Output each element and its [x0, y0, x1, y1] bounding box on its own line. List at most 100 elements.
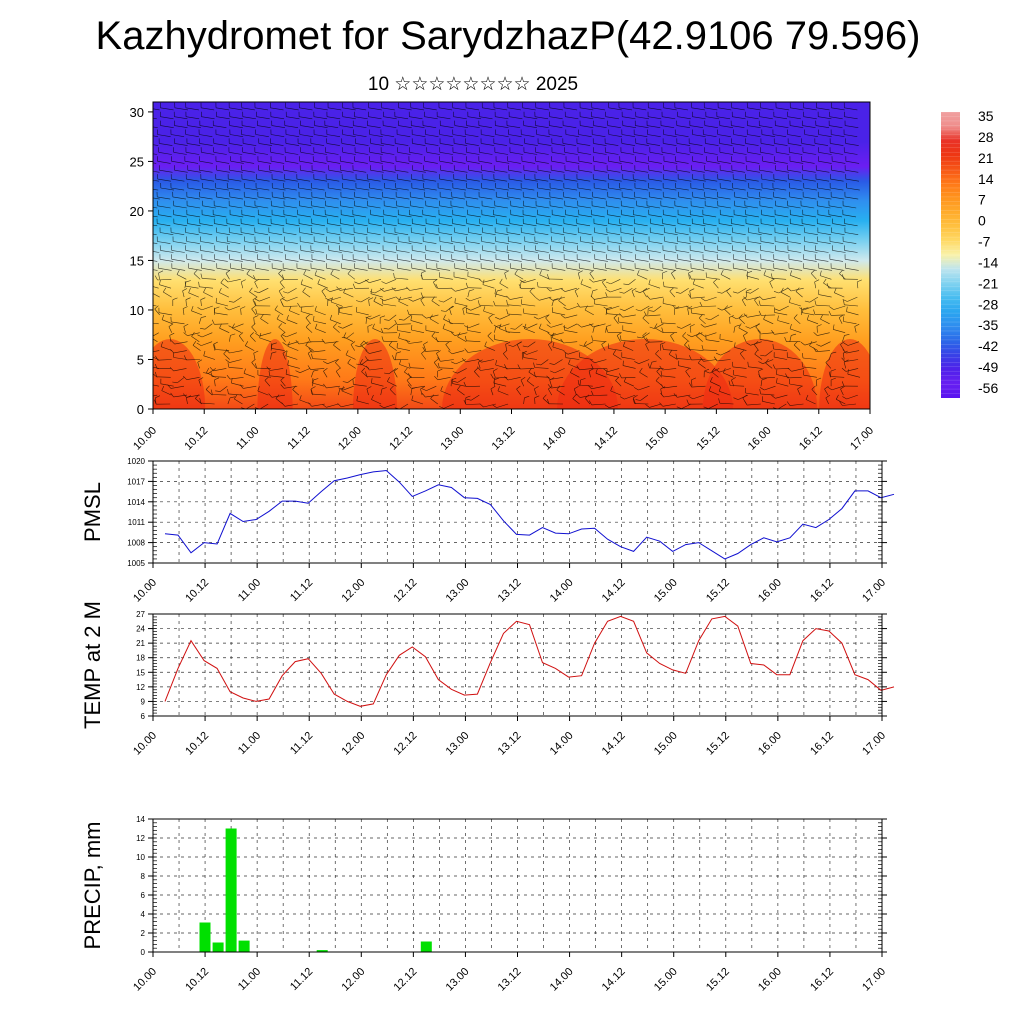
wind-barb-flag — [240, 306, 246, 309]
wind-barb — [563, 232, 577, 235]
x-tick-label: 17.00 — [860, 966, 888, 994]
wind-barb — [367, 205, 381, 209]
wind-barb — [451, 259, 466, 262]
wind-barb — [731, 241, 746, 244]
wind-barb — [313, 152, 328, 155]
wind-barb — [396, 250, 410, 253]
wind-barb — [455, 287, 468, 292]
wind-barb — [185, 152, 200, 155]
colorbar-label: 28 — [978, 129, 994, 145]
wind-barb — [634, 169, 649, 173]
wind-barb-flag — [183, 355, 187, 361]
wind-barb-flag — [843, 342, 849, 346]
wind-barb — [442, 328, 454, 333]
wind-barb-flag — [408, 362, 411, 368]
wind-barb — [706, 277, 720, 280]
wind-barb-flag — [787, 287, 792, 292]
wind-barb — [478, 160, 493, 164]
wind-barb — [507, 196, 521, 200]
wind-barb-flag — [572, 394, 577, 399]
wind-barb-flag — [433, 278, 438, 283]
wind-barb — [663, 169, 677, 173]
wind-barb — [215, 160, 230, 164]
wind-barb — [789, 196, 803, 200]
wind-barb — [439, 223, 453, 227]
wind-barb — [495, 250, 510, 253]
wind-barb — [477, 362, 481, 369]
wind-barb-flag — [404, 367, 408, 373]
wind-barb — [365, 317, 367, 324]
wind-barb-flag — [595, 368, 598, 374]
wind-barb-flag — [145, 317, 146, 322]
wind-barb-flag — [503, 350, 508, 354]
wind-barb — [624, 305, 634, 311]
wind-barb-flag — [279, 278, 284, 283]
wind-barb-flag — [776, 377, 778, 384]
wind-barb — [844, 107, 858, 111]
wind-barb-flag — [857, 279, 862, 283]
wind-barb-flag — [747, 270, 753, 274]
wind-barb — [257, 374, 271, 378]
wind-barb-flag — [770, 273, 773, 279]
wind-barb — [313, 214, 327, 218]
wind-barb — [422, 178, 437, 182]
wind-barb — [662, 267, 677, 271]
wind-barb — [256, 116, 270, 120]
wind-barb-flag — [158, 270, 164, 274]
wind-barb — [230, 214, 244, 218]
wind-barb — [340, 160, 354, 164]
wind-barb — [739, 353, 745, 360]
wind-barb — [724, 308, 731, 316]
wind-barb — [567, 305, 580, 311]
wind-barb — [814, 314, 829, 316]
wind-barb — [646, 205, 661, 209]
wind-barb — [563, 223, 578, 227]
wind-barb — [675, 267, 690, 271]
wind-barb-flag — [616, 332, 622, 336]
wind-barb-flag — [715, 352, 721, 356]
wind-barb-flag — [704, 368, 710, 372]
wind-barb — [802, 214, 817, 218]
wind-barb — [353, 134, 367, 137]
wind-barb — [398, 214, 412, 218]
wind-barb-flag — [477, 300, 480, 306]
wind-barb-flag — [197, 307, 202, 311]
wind-barb — [843, 241, 857, 244]
wind-barb — [606, 313, 621, 316]
wind-barb — [454, 250, 468, 253]
wind-barb-flag — [718, 398, 720, 404]
wind-barb — [645, 344, 649, 351]
wind-barb — [505, 344, 507, 351]
wind-barb — [506, 331, 521, 333]
wind-barb — [300, 284, 313, 289]
wind-barb — [286, 332, 297, 338]
wind-barb — [635, 160, 649, 164]
wind-barb-flag — [743, 332, 748, 336]
wind-barb-flag — [411, 324, 413, 331]
wind-barb-flag — [823, 278, 827, 284]
wind-barb — [761, 377, 775, 379]
wind-barb — [229, 359, 242, 363]
wind-barb — [310, 250, 325, 253]
wind-barb — [504, 272, 507, 280]
wind-barb — [563, 341, 578, 344]
wind-barb — [593, 160, 607, 164]
wind-barb — [173, 152, 187, 155]
wind-barb — [214, 323, 229, 325]
wind-barb-flag — [698, 314, 703, 319]
wind-barb-flag — [365, 316, 371, 320]
wind-barb-flag — [278, 287, 284, 292]
wind-barb — [509, 116, 523, 120]
warm-surface-area — [257, 339, 293, 409]
wind-barb-flag — [398, 333, 401, 339]
wind-barb-flag — [824, 385, 829, 390]
wind-barb-flag — [183, 323, 189, 327]
wind-barb — [720, 169, 734, 173]
wind-barb — [201, 116, 215, 120]
wind-barb — [676, 169, 691, 173]
wind-barb — [481, 169, 495, 173]
wind-barb-flag — [347, 269, 352, 274]
wind-barb — [789, 152, 803, 155]
wind-barb — [241, 107, 255, 111]
